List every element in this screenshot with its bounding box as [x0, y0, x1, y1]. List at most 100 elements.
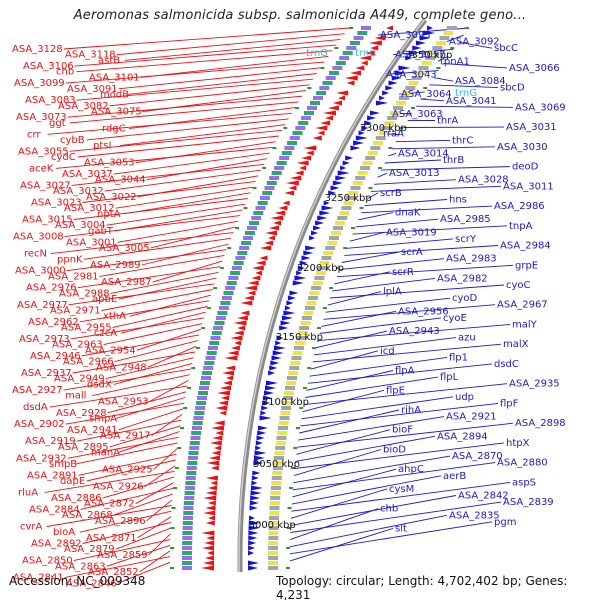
gene-label-right: icd: [380, 346, 395, 357]
gene-label-left: astB: [98, 55, 120, 66]
cds-block: [271, 486, 281, 490]
forward-strand-arrow: [248, 565, 259, 571]
forward-strand-arrow: [423, 30, 436, 36]
gene-label-right: thrC: [452, 135, 473, 146]
cds-block: [207, 346, 218, 350]
gene-label-right: ASA_2983: [446, 254, 497, 265]
cds-block: [269, 511, 280, 515]
forward-strand-arrow: [251, 480, 258, 486]
cds-block: [301, 316, 312, 320]
cds-block: [241, 241, 252, 245]
connector-right: [290, 488, 388, 519]
cds-block: [272, 471, 283, 475]
forward-strand-arrow: [315, 220, 325, 226]
gene-label-right: malY: [512, 320, 538, 331]
connector-right: [446, 34, 464, 43]
forward-strand-arrow: [262, 400, 271, 406]
forward-strand-arrow: [405, 55, 413, 61]
genome-summary: Topology: circular; Length: 4,702,402 bp…: [276, 574, 568, 600]
gene-label-left: ASA_2902: [14, 419, 65, 430]
connector-right: [297, 422, 514, 448]
cds-block: [192, 426, 202, 430]
cds-block: [268, 556, 278, 560]
cds-block: [282, 401, 293, 405]
cds-block: [184, 491, 195, 495]
gene-label-left: crr: [27, 129, 41, 140]
cds-block: [187, 456, 198, 460]
forward-strand-arrow: [248, 540, 257, 546]
cds-block: [339, 211, 350, 215]
connector-left: [44, 470, 175, 493]
gene-label-left: ASA_3022: [86, 192, 137, 203]
gene-label-right: slt: [395, 523, 407, 534]
gene-label-left: ASA_3091: [67, 84, 118, 95]
gene-label-left: ASA_2884: [29, 504, 80, 515]
connector-left: [109, 425, 181, 448]
kbp-tick-label: 3350 kbp: [405, 50, 452, 61]
connector-right: [367, 192, 379, 199]
connector-right: [306, 370, 394, 391]
reverse-strand-arrow: [219, 385, 231, 391]
forward-strand-arrow: [284, 305, 291, 311]
reverse-strand-arrow: [227, 350, 239, 356]
cds-block: [311, 286, 322, 290]
cds-block: [289, 366, 300, 370]
connector-right: [296, 429, 391, 455]
label-connectors: [44, 27, 514, 584]
connector-right: [291, 481, 511, 512]
gene-label-right: chb: [380, 504, 398, 515]
cds-block: [269, 516, 279, 520]
cds-block: [411, 76, 422, 80]
reverse-strand-arrow: [203, 495, 217, 501]
forward-strand-arrow: [248, 525, 260, 531]
connector-left: [117, 561, 171, 584]
reverse-strand-arrow: [224, 355, 238, 361]
cds-block: [249, 221, 260, 225]
cds-block: [268, 546, 279, 550]
forward-strand-arrow: [395, 70, 407, 76]
connector-left: [118, 408, 184, 431]
connector-right: [388, 152, 397, 157]
kbp-tick-label: 3050 kbp: [253, 459, 300, 470]
reverse-strand-arrow: [294, 170, 304, 176]
cds-block: [317, 266, 328, 270]
forward-strand-arrow: [292, 280, 304, 286]
cds-block: [278, 421, 289, 425]
cds-block: [329, 236, 339, 240]
connector-left: [86, 459, 176, 482]
gene-label-left: nptA: [97, 209, 121, 220]
cds-block: [432, 46, 443, 50]
gene-labels: ASA_3128ASA_3118astBASA_3106chbASA_3101A…: [12, 30, 566, 589]
cds-block: [272, 466, 283, 470]
gene-label-left: ASA_3073: [16, 112, 67, 123]
connector-right: [433, 77, 454, 82]
cds-block: [333, 226, 343, 230]
cds-block: [211, 331, 222, 335]
connector-right: [395, 139, 451, 143]
gene-label-left: ASA_2987: [101, 277, 152, 288]
cds-block: [188, 451, 199, 455]
cds-block: [209, 341, 220, 345]
forward-strand-arrow: [379, 95, 386, 101]
forward-strand-arrow: [382, 90, 390, 96]
cds-block: [292, 351, 303, 355]
cds-block: [325, 246, 336, 250]
cds-block: [399, 96, 409, 100]
connector-left: [74, 44, 337, 67]
cds-block: [198, 391, 208, 395]
forward-strand-arrow: [427, 25, 434, 31]
connector-left: [120, 311, 206, 334]
reverse-strand-arrow: [205, 555, 215, 561]
reverse-strand-arrow: [346, 80, 355, 86]
connector-right: [352, 225, 508, 235]
cds-block: [300, 321, 311, 325]
connector-left: [75, 442, 178, 465]
cds-block: [402, 91, 413, 95]
connector-left: [140, 55, 329, 78]
cds-block: [365, 156, 376, 160]
forward-strand-arrow: [419, 35, 431, 41]
connector-left: [115, 527, 171, 550]
forward-strand-arrow: [275, 340, 282, 346]
reverse-strand-arrow: [205, 475, 218, 481]
gene-label-left: cvrA: [20, 522, 43, 533]
